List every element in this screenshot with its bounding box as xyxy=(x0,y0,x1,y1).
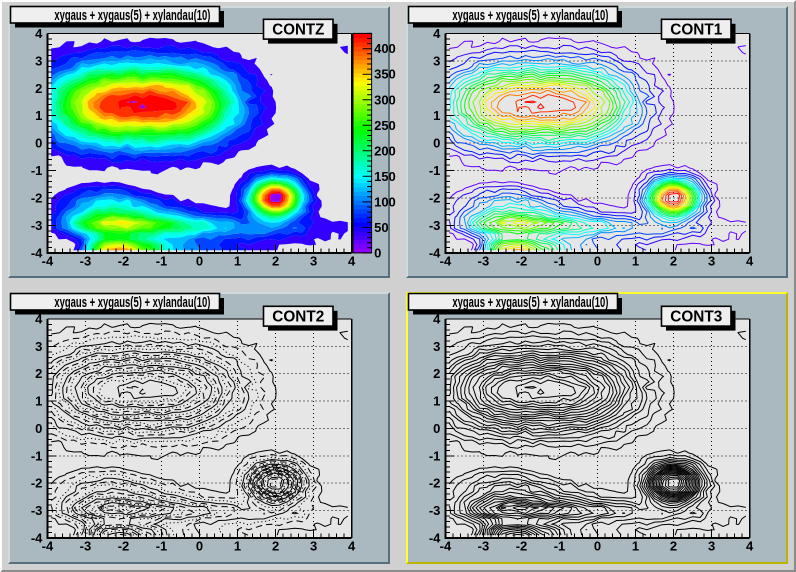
svg-text:CONT2: CONT2 xyxy=(272,309,324,326)
svg-text:-1: -1 xyxy=(31,448,43,463)
svg-text:-2: -2 xyxy=(31,191,43,206)
svg-text:-2: -2 xyxy=(31,476,43,491)
svg-text:0: 0 xyxy=(35,136,42,151)
svg-text:-3: -3 xyxy=(429,503,441,518)
svg-text:1: 1 xyxy=(632,539,639,554)
svg-text:300: 300 xyxy=(374,92,396,107)
svg-text:-3: -3 xyxy=(80,539,92,554)
svg-text:-3: -3 xyxy=(31,218,43,233)
svg-text:-1: -1 xyxy=(156,539,168,554)
svg-text:250: 250 xyxy=(374,118,396,133)
svg-text:3: 3 xyxy=(433,339,440,354)
svg-text:-3: -3 xyxy=(31,503,43,518)
svg-text:2: 2 xyxy=(35,81,42,96)
svg-text:-4: -4 xyxy=(440,254,452,269)
svg-text:-3: -3 xyxy=(478,539,490,554)
svg-text:-4: -4 xyxy=(31,245,43,260)
svg-text:-4: -4 xyxy=(429,245,441,260)
svg-text:1: 1 xyxy=(234,254,241,269)
svg-text:4: 4 xyxy=(35,312,43,327)
svg-text:CONTZ: CONTZ xyxy=(272,22,325,39)
svg-text:-2: -2 xyxy=(429,191,441,206)
svg-text:2: 2 xyxy=(433,366,440,381)
svg-text:4: 4 xyxy=(433,26,441,41)
svg-text:-2: -2 xyxy=(516,539,528,554)
svg-text:-1: -1 xyxy=(554,254,566,269)
svg-text:1: 1 xyxy=(35,108,42,123)
svg-text:3: 3 xyxy=(310,539,317,554)
svg-text:4: 4 xyxy=(35,26,43,41)
svg-text:-1: -1 xyxy=(156,254,168,269)
svg-text:xygaus + xygaus(5) + xylandau(: xygaus + xygaus(5) + xylandau(10) xyxy=(452,295,608,311)
svg-text:-2: -2 xyxy=(516,254,528,269)
svg-text:0: 0 xyxy=(594,539,601,554)
svg-text:3: 3 xyxy=(35,53,42,68)
svg-text:-2: -2 xyxy=(118,254,130,269)
svg-text:100: 100 xyxy=(374,194,396,209)
svg-text:1: 1 xyxy=(433,394,440,409)
svg-text:-4: -4 xyxy=(31,530,43,545)
svg-text:-4: -4 xyxy=(42,539,54,554)
svg-text:0: 0 xyxy=(433,136,440,151)
svg-text:3: 3 xyxy=(35,339,42,354)
svg-text:0: 0 xyxy=(433,421,440,436)
svg-text:1: 1 xyxy=(433,108,440,123)
svg-text:-1: -1 xyxy=(31,163,43,178)
svg-text:0: 0 xyxy=(594,254,601,269)
svg-text:2: 2 xyxy=(433,81,440,96)
svg-text:1: 1 xyxy=(35,394,42,409)
svg-text:-3: -3 xyxy=(478,254,490,269)
svg-text:2: 2 xyxy=(670,539,677,554)
svg-text:-1: -1 xyxy=(554,539,566,554)
svg-text:0: 0 xyxy=(374,245,381,260)
svg-text:-4: -4 xyxy=(429,530,441,545)
svg-text:2: 2 xyxy=(670,254,677,269)
svg-text:4: 4 xyxy=(348,254,356,269)
svg-text:2: 2 xyxy=(35,366,42,381)
svg-text:4: 4 xyxy=(348,539,356,554)
svg-text:-3: -3 xyxy=(429,218,441,233)
svg-text:CONT1: CONT1 xyxy=(670,22,722,39)
svg-text:xygaus + xygaus(5) + xylandau(: xygaus + xygaus(5) + xylandau(10) xyxy=(54,8,210,24)
svg-text:0: 0 xyxy=(35,421,42,436)
svg-text:-2: -2 xyxy=(118,539,130,554)
svg-text:3: 3 xyxy=(310,254,317,269)
svg-text:3: 3 xyxy=(708,254,715,269)
svg-text:-4: -4 xyxy=(42,254,54,269)
svg-text:3: 3 xyxy=(708,539,715,554)
svg-text:0: 0 xyxy=(196,539,203,554)
svg-text:-1: -1 xyxy=(429,448,441,463)
svg-text:CONT3: CONT3 xyxy=(670,309,722,326)
svg-text:4: 4 xyxy=(433,312,441,327)
svg-text:-3: -3 xyxy=(80,254,92,269)
svg-text:1: 1 xyxy=(632,254,639,269)
svg-text:2: 2 xyxy=(272,254,279,269)
svg-text:4: 4 xyxy=(746,254,754,269)
svg-text:200: 200 xyxy=(374,143,396,158)
svg-text:xygaus + xygaus(5) + xylandau(: xygaus + xygaus(5) + xylandau(10) xyxy=(452,8,608,24)
svg-text:xygaus + xygaus(5) + xylandau(: xygaus + xygaus(5) + xylandau(10) xyxy=(54,295,210,311)
svg-text:3: 3 xyxy=(433,53,440,68)
svg-text:150: 150 xyxy=(374,169,396,184)
svg-text:400: 400 xyxy=(374,41,396,56)
svg-text:50: 50 xyxy=(374,220,388,235)
svg-text:2: 2 xyxy=(272,539,279,554)
svg-text:-1: -1 xyxy=(429,163,441,178)
svg-text:0: 0 xyxy=(196,254,203,269)
svg-text:-4: -4 xyxy=(440,539,452,554)
svg-text:1: 1 xyxy=(234,539,241,554)
svg-text:350: 350 xyxy=(374,67,396,82)
svg-text:4: 4 xyxy=(746,539,754,554)
svg-text:-2: -2 xyxy=(429,476,441,491)
